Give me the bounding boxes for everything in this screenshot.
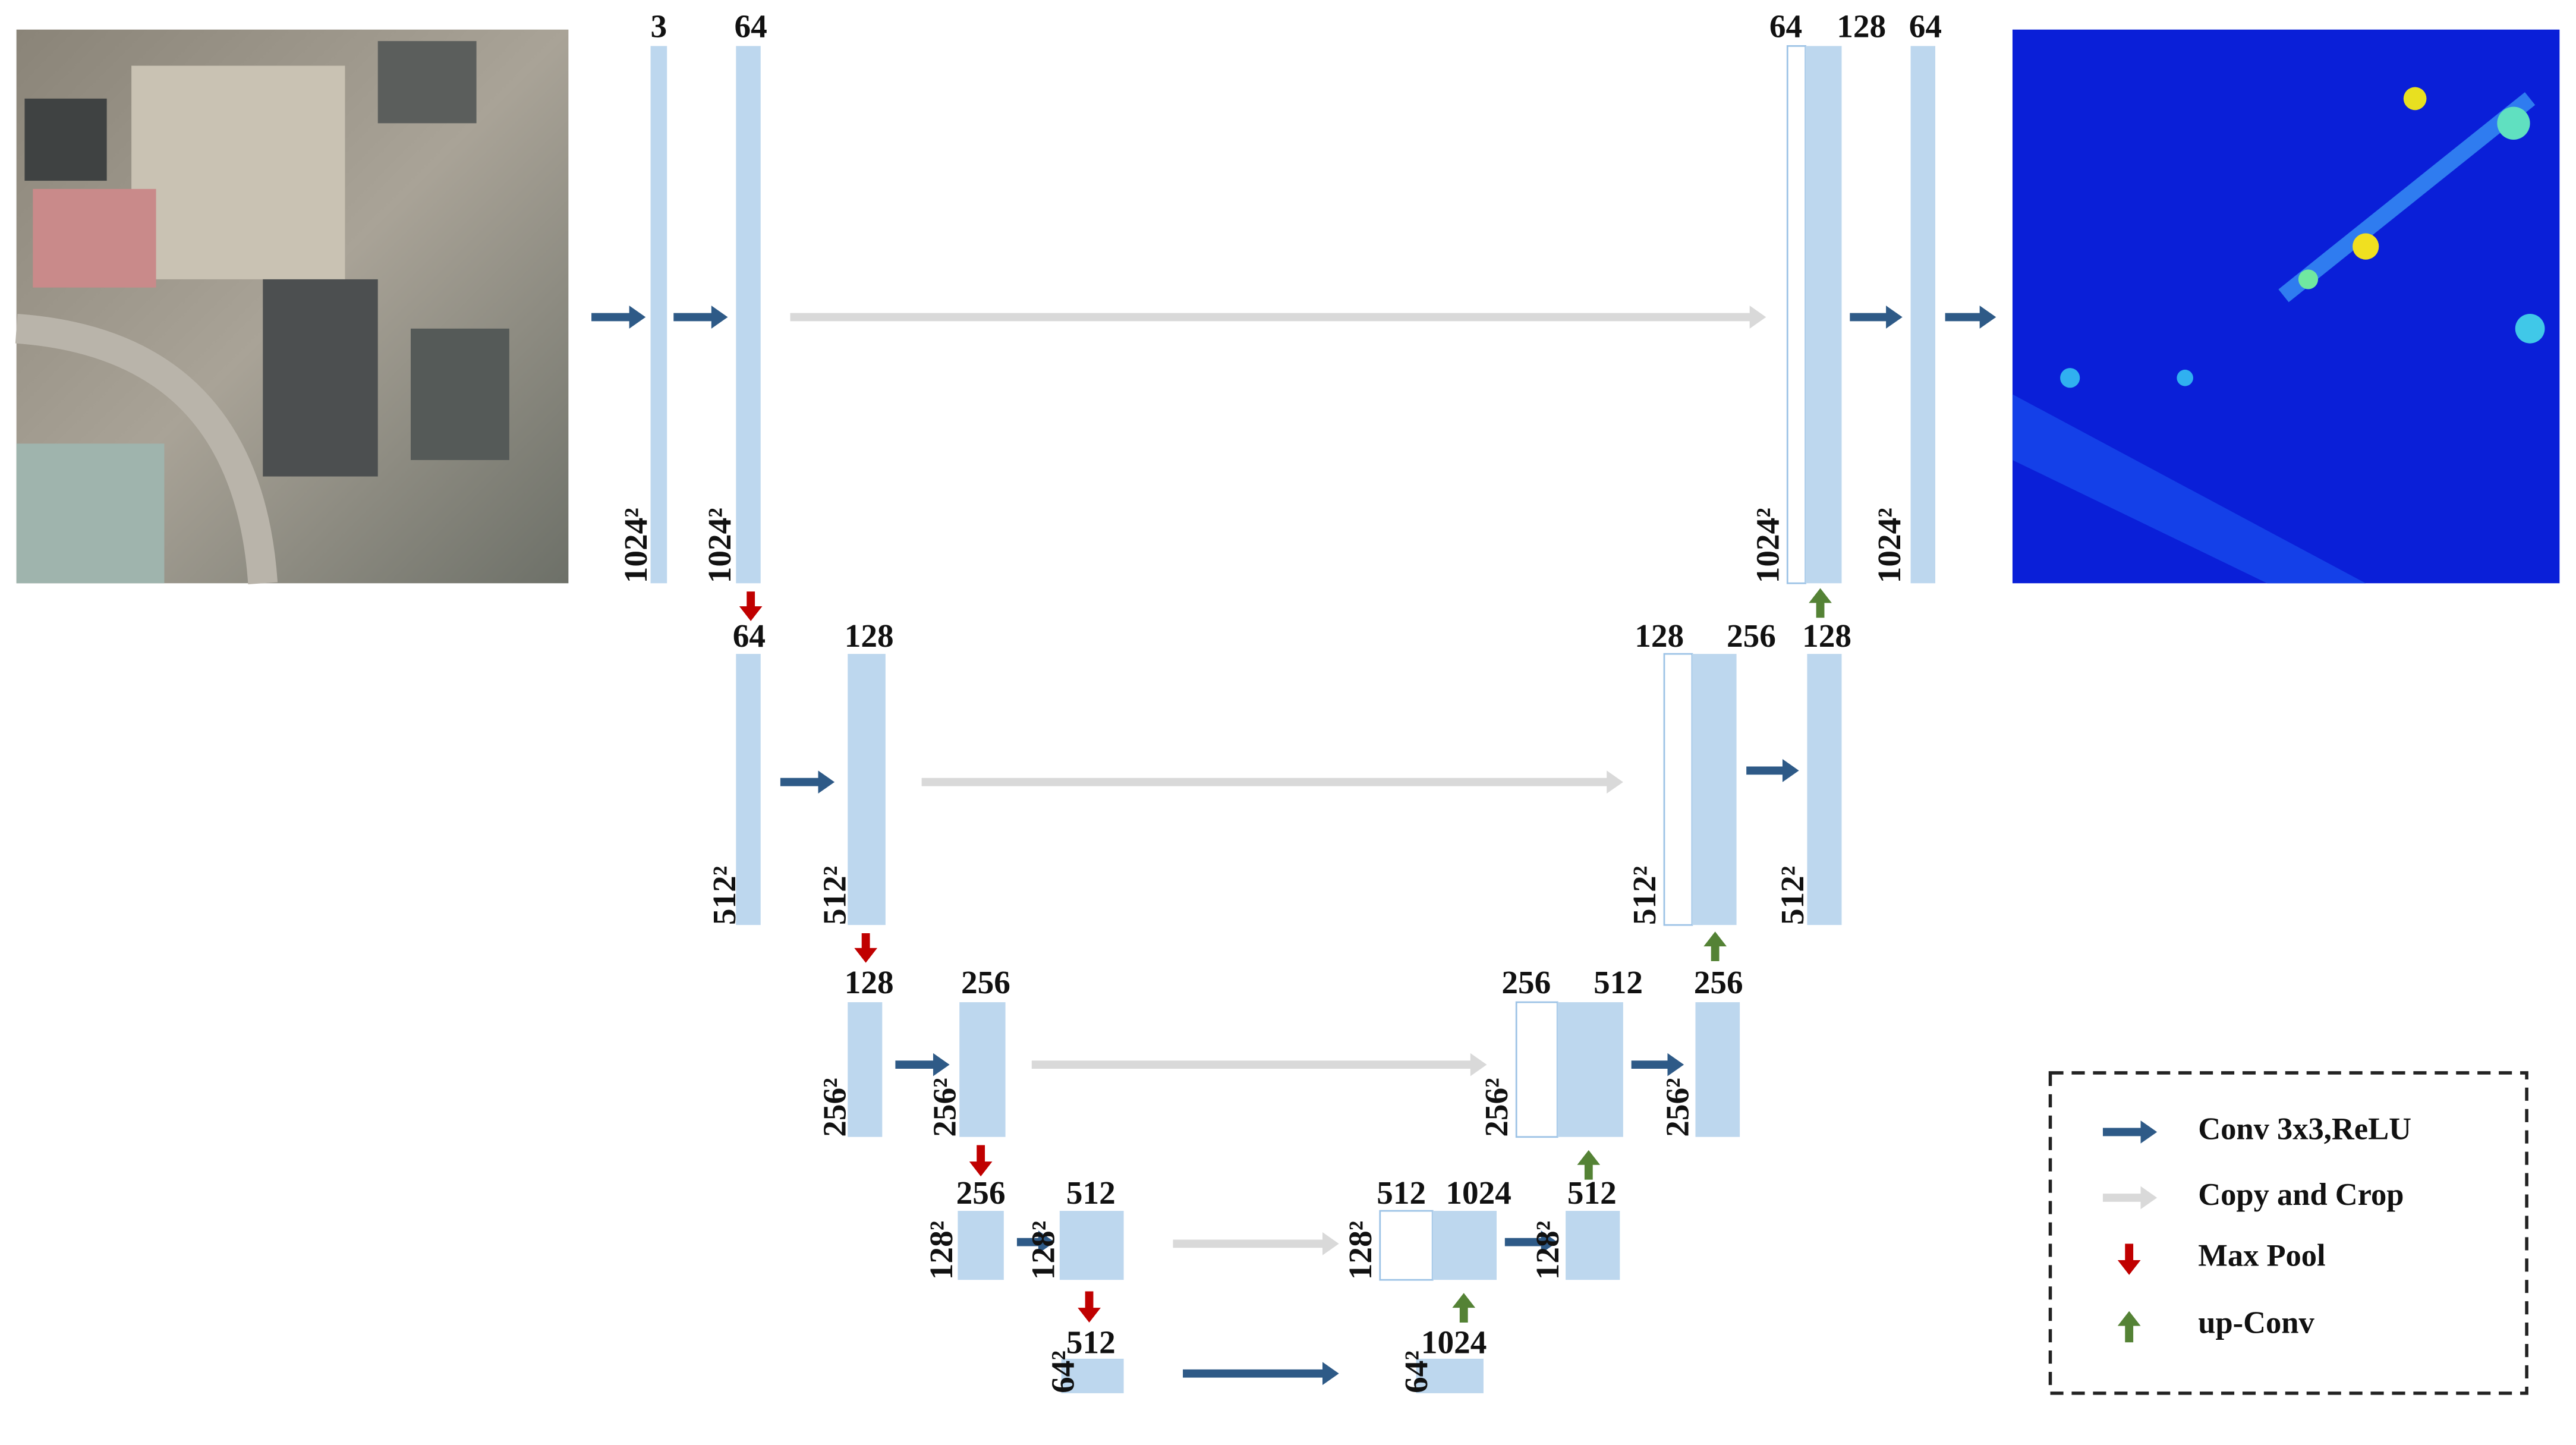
feature-map <box>650 46 667 584</box>
size-label: 128² <box>1342 1221 1378 1280</box>
size-label: 1024² <box>618 508 654 583</box>
feature-map <box>1432 1211 1497 1280</box>
channel-label: 512 <box>1594 964 1643 1000</box>
size-label: 128² <box>1529 1221 1566 1280</box>
upconv-arrow-head <box>1703 931 1727 947</box>
channel-label: 64 <box>1909 8 1942 44</box>
feature-map <box>1379 1210 1434 1281</box>
feature-map <box>1566 1211 1620 1280</box>
conv-arrow-head <box>1038 1230 1055 1254</box>
conv-arrow-head <box>629 306 646 329</box>
legend-upconv-icon-head <box>2117 1311 2141 1326</box>
maxpool-arrow-head <box>854 947 877 963</box>
size-label: 256² <box>927 1078 963 1137</box>
legend-label: Copy and Crop <box>2198 1178 2404 1212</box>
channel-label: 128 <box>845 618 894 654</box>
channel-label: 256 <box>1501 964 1551 1000</box>
channel-label: 128 <box>1802 618 1851 654</box>
channel-label: 128 <box>845 964 894 1000</box>
legend-label: Max Pool <box>2198 1238 2325 1273</box>
copy-arrow-head <box>1322 1232 1339 1255</box>
conv-arrow-head <box>1322 1362 1339 1386</box>
feature-map <box>1692 654 1737 925</box>
feature-map <box>959 1002 1006 1137</box>
size-label: 256² <box>816 1078 852 1137</box>
conv-arrow-head <box>1541 1230 1558 1254</box>
feature-map <box>1910 46 1936 584</box>
conv-arrow-head <box>933 1053 950 1076</box>
feature-map <box>1416 1358 1484 1393</box>
channel-label: 64 <box>735 8 767 44</box>
size-label: 1024² <box>1749 508 1785 583</box>
feature-map <box>736 46 761 584</box>
feature-map <box>1515 1001 1558 1138</box>
size-label: 256² <box>1478 1078 1514 1137</box>
size-label: 1024² <box>701 508 738 583</box>
size-label: 64² <box>1398 1350 1434 1393</box>
channel-label: 1024 <box>1421 1324 1487 1360</box>
legend-label: Conv 3x3,ReLU <box>2198 1112 2411 1146</box>
upconv-arrow-head <box>1577 1150 1601 1165</box>
maxpool-arrow-head <box>739 606 763 621</box>
size-label: 128² <box>923 1221 959 1280</box>
channel-label: 128 <box>1837 8 1886 44</box>
copy-arrow-head <box>1607 770 1623 794</box>
channel-label: 256 <box>1694 964 1743 1000</box>
feature-map <box>848 654 886 925</box>
legend-copy-icon-head <box>2140 1186 2158 1210</box>
feature-map <box>1695 1002 1740 1137</box>
maxpool-arrow-head <box>1078 1308 1101 1323</box>
feature-map <box>1557 1002 1623 1137</box>
size-label: 256² <box>1659 1078 1695 1137</box>
legend-conv-icon-head <box>2140 1120 2158 1144</box>
legend-box <box>2048 1071 2528 1395</box>
channel-label: 512 <box>1377 1175 1426 1211</box>
size-label: 512² <box>706 866 742 925</box>
feature-map <box>1061 1358 1124 1393</box>
channel-label: 256 <box>1727 618 1776 654</box>
maxpool-arrow-head <box>969 1161 993 1177</box>
legend-pool-icon-head <box>2117 1260 2141 1275</box>
size-label: 512² <box>816 866 852 925</box>
channel-label: 64 <box>1769 8 1802 44</box>
channel-label: 256 <box>961 964 1010 1000</box>
upconv-arrow-head <box>1452 1293 1476 1308</box>
conv-arrow-head <box>1667 1053 1684 1076</box>
size-label: 512² <box>1626 866 1662 925</box>
feature-map <box>1805 46 1842 584</box>
size-label: 64² <box>1045 1350 1081 1393</box>
output-heatmap <box>2012 29 2560 584</box>
channel-label: 3 <box>651 8 667 44</box>
size-label: 512² <box>1774 866 1810 925</box>
upconv-arrow-head <box>1809 588 1832 603</box>
size-label: 128² <box>1025 1221 1061 1280</box>
feature-map <box>736 654 761 925</box>
channel-label: 512 <box>1066 1324 1116 1360</box>
conv-arrow-head <box>1979 306 1996 329</box>
conv-arrow-head <box>1886 306 1903 329</box>
conv-arrow-head <box>818 770 835 794</box>
channel-label: 512 <box>1066 1175 1116 1211</box>
feature-map <box>1059 1211 1124 1280</box>
legend-label: up-Conv <box>2198 1306 2314 1340</box>
feature-map <box>958 1211 1004 1280</box>
conv-arrow-head <box>711 306 728 329</box>
feature-map <box>848 1002 883 1137</box>
input-image <box>15 29 569 584</box>
channel-label: 512 <box>1567 1175 1617 1211</box>
feature-map <box>1786 45 1807 584</box>
channel-label: 256 <box>956 1175 1006 1211</box>
conv-arrow-head <box>1782 758 1799 782</box>
channel-label: 64 <box>733 618 766 654</box>
copy-arrow-head <box>1749 306 1766 329</box>
feature-map <box>1663 653 1693 926</box>
size-label: 1024² <box>1871 508 1907 583</box>
feature-map <box>1807 654 1842 925</box>
channel-label: 1024 <box>1446 1175 1511 1211</box>
copy-arrow-head <box>1470 1053 1487 1076</box>
channel-label: 128 <box>1635 618 1684 654</box>
